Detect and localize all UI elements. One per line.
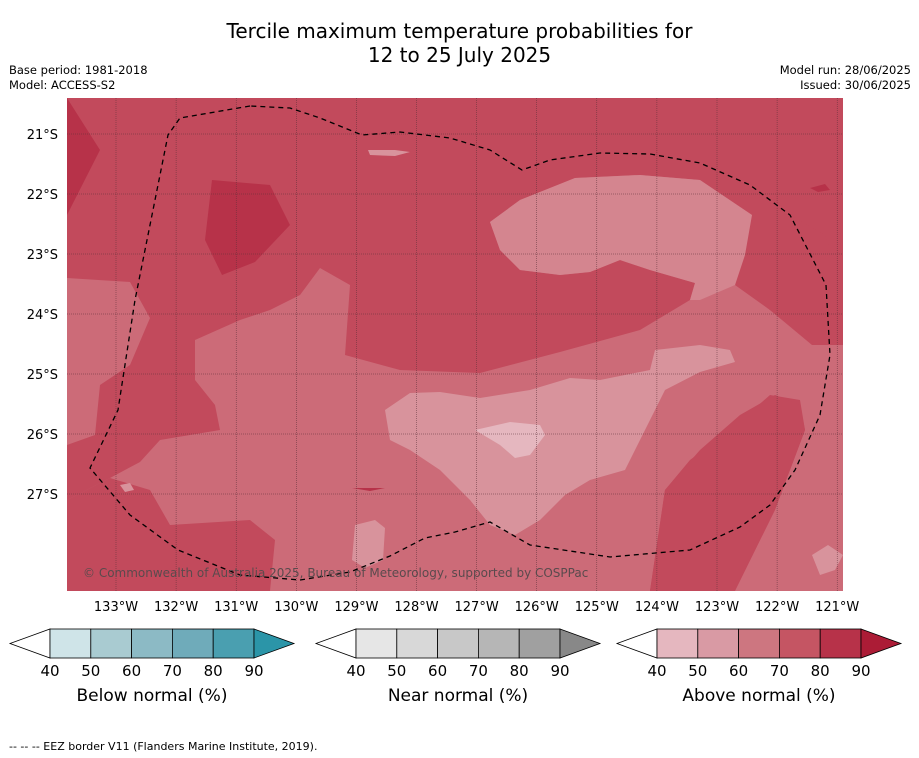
longitude-label: 127°W	[455, 600, 499, 615]
colorbar-tick-label: 40	[346, 662, 365, 680]
colorbar-tick-label: 90	[851, 662, 870, 680]
colorbar-under-arrow	[314, 628, 357, 659]
latitude-label: 23°S	[27, 248, 58, 263]
copyright-label: © Commonwealth of Australia 2025, Bureau…	[83, 566, 588, 580]
colorbar-tick-label: 70	[469, 662, 488, 680]
colorbar-tick-label: 90	[550, 662, 569, 680]
colorbar-segment	[819, 628, 862, 659]
colorbar-tick-label: 50	[387, 662, 406, 680]
colorbar-tick-label: 80	[510, 662, 529, 680]
colorbar-segment	[437, 628, 479, 659]
model-run-label: Model run: 28/06/2025	[779, 63, 911, 77]
colorbar-tick-label: 50	[81, 662, 100, 680]
longitude-label: 129°W	[334, 600, 378, 615]
colorbar-tick-label: 70	[163, 662, 182, 680]
colorbar-under-arrow	[615, 628, 658, 659]
colorbar-segment	[518, 628, 561, 659]
colorbar-segment	[171, 628, 214, 659]
near-normal-caption: Near normal (%)	[387, 686, 529, 706]
colorbar-segment	[212, 628, 255, 659]
colorbar-segment	[477, 628, 520, 659]
longitude-label: 124°W	[635, 600, 679, 615]
latitude-label: 21°S	[27, 128, 58, 143]
map-title-line1: Tercile maximum temperature probabilitie…	[226, 19, 693, 43]
probability-shading	[67, 98, 843, 591]
longitude-label: 132°W	[154, 600, 198, 615]
longitude-label: 130°W	[274, 600, 318, 615]
colorbar-tick-label: 70	[770, 662, 789, 680]
colorbar-tick-label: 40	[647, 662, 666, 680]
colorbar-segment	[49, 628, 92, 659]
colorbar-legends: 40 50 60 70 80 90 40 50 60 70 80 90 40 50 60 70 80 90	[8, 628, 903, 680]
colorbar-tick-label: 80	[811, 662, 830, 680]
issued-label: Issued: 30/06/2025	[800, 78, 911, 92]
colorbar-segment	[396, 628, 438, 659]
below-normal-caption: Below normal (%)	[76, 686, 228, 706]
latitude-label: 26°S	[27, 428, 58, 443]
map-title-line2: 12 to 25 July 2025	[367, 43, 552, 67]
colorbar-over-arrow	[860, 628, 903, 659]
colorbar-segment	[131, 628, 173, 659]
latitude-label: 27°S	[27, 488, 58, 503]
latitude-label: 25°S	[27, 368, 58, 383]
eez-border-footnote: -- -- -- EEZ border V11 (Flanders Marine…	[9, 740, 318, 753]
colorbar-tick-label: 60	[729, 662, 748, 680]
colorbar-tick-label: 90	[244, 662, 263, 680]
longitude-labels: 133°W 132°W 131°W 130°W 129°W 128°W 127°W 126°W…	[94, 600, 860, 615]
colorbar-segment	[355, 628, 398, 659]
longitude-label: 122°W	[755, 600, 799, 615]
latitude-labels: 21°S 22°S 23°S 24°S 25°S 26°S 27°S	[27, 128, 58, 503]
colorbar-tick-label: 80	[204, 662, 223, 680]
colorbar-segment	[90, 628, 133, 659]
colorbar-under-arrow	[8, 628, 51, 659]
longitude-label: 131°W	[214, 600, 258, 615]
colorbar-tick-label: 60	[122, 662, 141, 680]
longitude-label: 121°W	[815, 600, 859, 615]
colorbar-tick-label: 60	[428, 662, 447, 680]
longitude-label: 133°W	[94, 600, 138, 615]
longitude-label: 128°W	[394, 600, 438, 615]
base-period-label: Base period: 1981-2018	[9, 63, 148, 77]
model-label: Model: ACCESS-S2	[9, 78, 116, 92]
colorbar-tick-label: 50	[688, 662, 707, 680]
longitude-label: 123°W	[695, 600, 739, 615]
longitude-label: 126°W	[515, 600, 559, 615]
colorbar-segment	[779, 628, 821, 659]
graticule	[67, 98, 843, 591]
longitude-label: 125°W	[575, 600, 619, 615]
above-normal-caption: Above normal (%)	[682, 686, 836, 706]
colorbar-over-arrow	[559, 628, 602, 659]
latitude-label: 24°S	[27, 308, 58, 323]
eez-border	[89, 105, 831, 581]
colorbar-segment	[656, 628, 699, 659]
colorbar-segment	[697, 628, 739, 659]
colorbar-tick-label: 40	[40, 662, 59, 680]
colorbar-segment	[738, 628, 780, 659]
latitude-label: 22°S	[27, 188, 58, 203]
colorbar-over-arrow	[253, 628, 296, 659]
